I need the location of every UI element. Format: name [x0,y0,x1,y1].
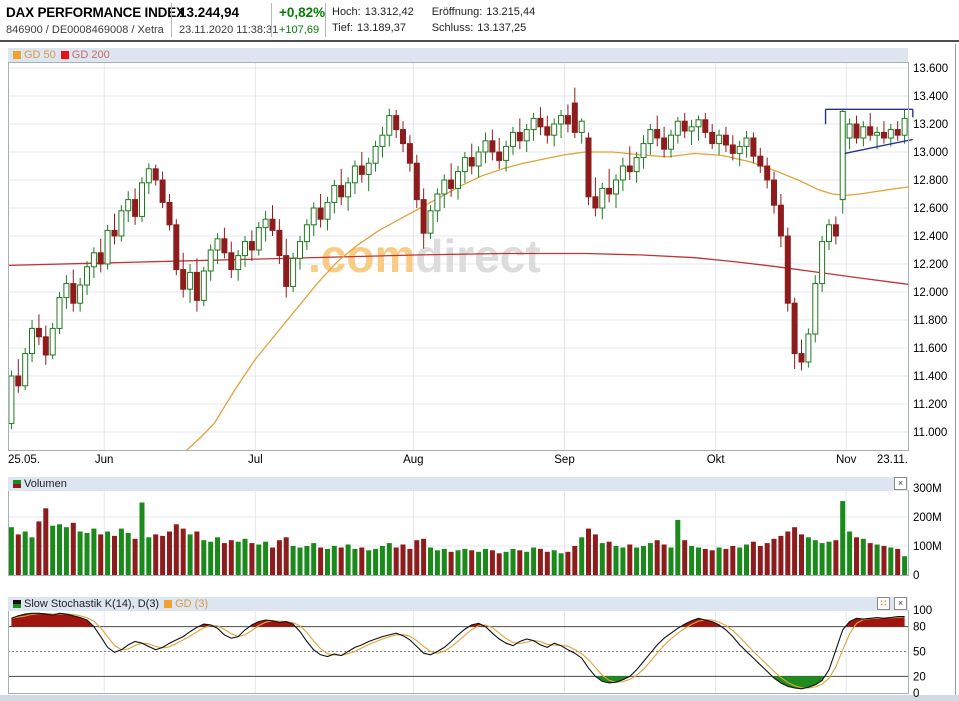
price-chart-canvas[interactable]: .comdirect 13.600 13.400 13.200 13.000 12.800… [0,62,959,474]
gd50-legend-label[interactable]: GD 50 [24,49,56,61]
svg-text:50: 50 [913,647,926,659]
gd200-legend-label[interactable]: GD 200 [71,49,110,61]
svg-text:20: 20 [913,671,926,683]
header-divider [171,3,172,37]
svg-text:80: 80 [913,622,926,634]
stochastic-d-line [11,613,905,689]
svg-text:25.05.: 25.05. [8,454,40,466]
stat-tief: Tief: 13.189,37 [332,22,406,34]
svg-text:13.600: 13.600 [913,63,948,75]
svg-text:12.200: 12.200 [913,259,948,271]
trendline-annotation[interactable] [824,108,914,155]
stochastic-y-axis-labels: 100 80 50 20 0 [913,605,932,700]
svg-text:100: 100 [913,605,932,617]
gd50-swatch-icon [13,51,21,59]
svg-text:12.800: 12.800 [913,175,948,187]
widget-right-border [955,44,956,695]
svg-text:13.400: 13.400 [913,91,948,103]
stat-schluss: Schluss: 13.137,25 [431,22,527,34]
candles-layer [8,87,908,430]
stochastic-gd-label: GD (3) [175,598,209,610]
quote-timestamp: 23.11.2020 11:38:31 [179,24,279,36]
header-divider [325,3,326,37]
svg-text:23.11.: 23.11. [877,454,908,466]
comdirect-watermark: .comdirect [308,230,541,282]
svg-text:12.400: 12.400 [913,231,948,243]
volume-panel-title: Volumen [24,478,67,490]
instrument-id: 846900 / DE0008469008 / Xetra [6,24,164,36]
volume-close-icon[interactable]: × [894,477,907,490]
price-chart-legend: GD 50 GD 200 [8,48,908,62]
price-x-axis-labels: 25.05. Jun Jul Aug Sep Okt Nov 23.11. [8,454,908,466]
stochastic-gridlines [8,610,908,693]
header-divider [271,3,272,37]
volume-panel-header: Volumen × [8,477,908,491]
price-y-axis-labels: 13.600 13.400 13.200 13.000 12.800 12.600 12.4… [913,63,948,439]
volume-y-axis-labels: 300M 200M 100M 0 [913,483,942,582]
svg-text:Nov: Nov [836,454,857,466]
svg-text:12.000: 12.000 [913,287,948,299]
gd200-swatch-icon [60,51,69,59]
last-price: 13.244,94 [179,5,240,20]
svg-text:Jul: Jul [248,454,263,466]
stochastic-panel-header: Slow Stochastik K(14), D(3) GD (3) ∷ × [8,597,908,611]
svg-text:11.200: 11.200 [913,399,947,411]
stochastic-k-line [11,612,905,690]
svg-text:Okt: Okt [707,454,726,466]
stat-hoch: Hoch: 13.312,42 [332,6,414,18]
svg-text:11.600: 11.600 [913,343,947,355]
svg-text:0: 0 [913,570,919,582]
svg-text:0: 0 [913,688,919,700]
svg-text:300M: 300M [913,483,942,495]
stochastic-settings-icon[interactable]: ∷ [877,597,890,610]
svg-text:Jun: Jun [95,454,114,466]
svg-text:13.200: 13.200 [913,119,948,131]
instrument-name: DAX PERFORMANCE INDEX [6,5,185,20]
stochastic-panel-title: Slow Stochastik K(14), D(3) [24,598,160,610]
stochastic-chart-canvas[interactable]: 100 80 50 20 0 [0,600,959,701]
instrument-header: DAX PERFORMANCE INDEX 846900 / DE0008469… [0,0,959,42]
svg-text:200M: 200M [913,512,942,524]
day-stats: Hoch: 13.312,42 Eröffnung: 13.215,44 Tief:… [332,6,535,34]
gd50-line [186,151,909,451]
svg-text:11.800: 11.800 [913,315,947,327]
price-plot-border [8,62,909,451]
stochastic-close-icon[interactable]: × [894,597,907,610]
volume-swatch-icon [13,480,21,488]
stochastic-gd-swatch-icon [164,600,173,608]
stochastic-swatch-icon [13,600,21,608]
svg-text:Aug: Aug [403,454,423,466]
change-absolute: +107,69 [279,24,320,36]
svg-text:13.000: 13.000 [913,147,948,159]
stat-eroeffnung: Eröffnung: 13.215,44 [431,6,536,18]
svg-text:Sep: Sep [554,454,574,466]
stochastic-oversold-fill [595,676,825,689]
change-percent: +0,82% [279,5,326,20]
volume-bars [8,501,908,576]
bottom-scroll-strip [0,695,959,701]
svg-text:12.600: 12.600 [913,203,948,215]
price-gridlines [8,62,908,450]
svg-text:11.400: 11.400 [913,371,947,383]
volume-chart-canvas[interactable]: 300M 200M 100M 0 [0,480,959,590]
gd200-line [7,252,909,285]
svg-text:11.000: 11.000 [913,427,947,439]
stochastic-overbought-fill [11,613,905,627]
svg-text:100M: 100M [913,541,942,553]
